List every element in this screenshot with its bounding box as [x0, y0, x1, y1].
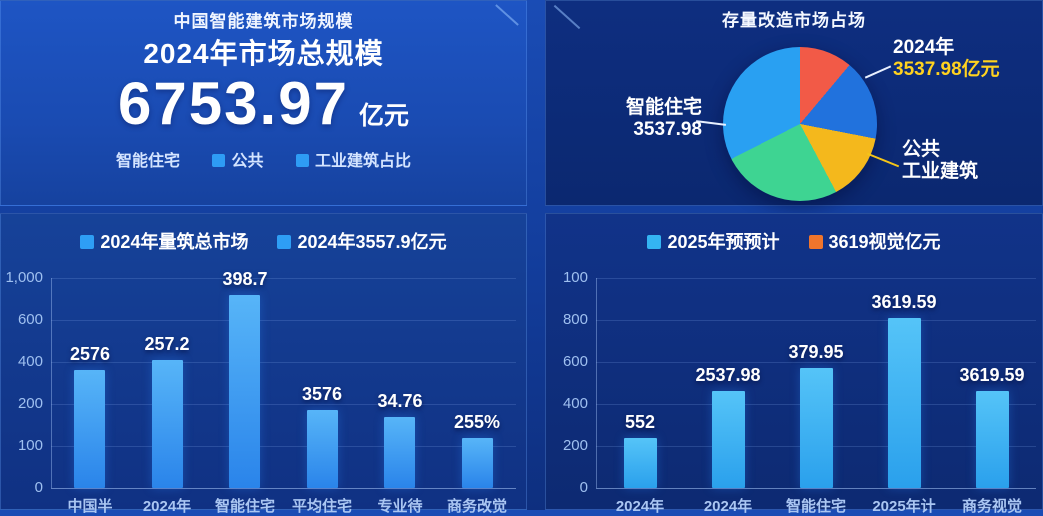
panel-title: 中国智能建筑市场规模	[173, 12, 354, 31]
gridline	[51, 278, 516, 279]
panel-bar-right: 2025年预预计 3619视觉亿元 100 800 600 400 200 0 552 202…	[545, 213, 1043, 515]
pie-chart	[723, 47, 877, 201]
x-axis-label: 商务改觉	[446, 498, 507, 515]
bar-value-label: 3576	[301, 384, 343, 404]
legend-swatch	[80, 235, 95, 249]
gridline	[51, 362, 516, 363]
y-axis-tick: 0	[34, 479, 43, 496]
y-axis-line	[51, 278, 52, 488]
bar-value-label: 379.95	[788, 342, 844, 362]
bar-value-label: 552	[624, 412, 656, 432]
bar	[74, 370, 105, 488]
legend-item: 3619视觉亿元	[808, 232, 941, 252]
legend-item: 2024年量筑总市场	[80, 232, 253, 252]
panel-subtitle: 2024年市场总规模	[143, 38, 384, 69]
panel-total-market: 中国智能建筑市场规模 2024年市场总规模 6753.97 亿元 智能住宅 公共 …	[0, 0, 527, 206]
total-value: 6753.97 亿元	[1, 69, 526, 138]
bar	[152, 360, 183, 488]
gridline	[596, 278, 1036, 279]
panel-renovation-pie: 存量改造市场占场 2024年 3537.98亿元 智能住宅 3537.98 公共…	[545, 0, 1043, 206]
total-legend: 智能住宅 公共 工业建筑占比	[1, 147, 526, 171]
legend-label: 智能住宅	[116, 153, 181, 170]
y-axis-tick: 100	[562, 269, 588, 286]
bar-left-legend: 2024年量筑总市场 2024年3557.9亿元	[1, 228, 526, 254]
bar-value-label: 255%	[453, 412, 501, 432]
legend-swatch	[212, 154, 226, 167]
legend-label: 2025年预预计	[667, 232, 780, 252]
legend-swatch	[295, 154, 309, 167]
pie-callout-label: 工业建筑	[902, 160, 979, 182]
y-axis-tick: 200	[17, 395, 43, 412]
panel-bar-left: 2024年量筑总市场 2024年3557.9亿元 1,000 600 400 200 1…	[0, 213, 527, 515]
legend-item: 公共	[212, 153, 267, 170]
bar	[888, 318, 921, 488]
legend-label: 公共	[231, 153, 264, 170]
legend-label: 2024年量筑总市场	[100, 232, 249, 252]
pie-callout-residential: 智能住宅 3537.98	[584, 97, 702, 141]
gridline	[51, 320, 516, 321]
bar	[384, 417, 415, 488]
pie-callout-label: 智能住宅	[625, 97, 702, 118]
bar-value-label: 2537.98	[695, 365, 761, 385]
bar-chart: 1,000 600 400 200 100 0 2576 中国半 257.2 2024年 398.7…	[1, 214, 526, 515]
total-value-number: 6753.97	[118, 70, 349, 137]
bar-right-legend: 2025年预预计 3619视觉亿元	[546, 228, 1042, 254]
y-axis-tick: 600	[562, 353, 588, 370]
gridline	[51, 488, 516, 489]
y-axis-tick: 200	[562, 437, 588, 454]
pie-callout-value: 3537.98	[633, 118, 702, 140]
bar	[229, 295, 260, 488]
total-value-unit: 亿元	[358, 102, 409, 130]
legend-swatch	[647, 235, 662, 249]
panel-title: 存量改造市场占场	[722, 11, 866, 30]
legend-item: 2024年3557.9亿元	[277, 232, 447, 252]
bar-value-label: 34.76	[377, 391, 423, 411]
y-axis-tick: 100	[17, 437, 43, 454]
bar	[712, 391, 745, 488]
pie-callout-2024: 2024年 3537.98亿元	[893, 37, 1000, 81]
pie-callout-line	[864, 65, 892, 79]
bar	[624, 438, 657, 488]
y-axis-tick: 1,000	[5, 269, 43, 286]
bar-chart: 100 800 600 400 200 0 552 2024年 2537.98 2024年 379.…	[546, 214, 1042, 515]
y-axis-line	[596, 278, 597, 488]
pie-callout-line	[866, 152, 900, 168]
legend-item: 智能住宅	[116, 153, 184, 170]
bar	[462, 438, 493, 488]
bar-value-label: 3619.59	[871, 292, 937, 312]
legend-swatch	[277, 235, 292, 249]
pie-callout-value: 3537.98亿元	[893, 58, 1000, 80]
legend-label: 2024年3557.9亿元	[297, 232, 447, 252]
legend-item: 工业建筑占比	[295, 153, 411, 170]
y-axis-tick: 800	[562, 311, 588, 328]
pie-callout-public-industrial: 公共 工业建筑	[902, 139, 978, 183]
gridline	[51, 446, 516, 447]
bar-value-label: 3619.59	[959, 365, 1025, 385]
pie-callout-label: 公共	[902, 139, 941, 160]
bar-value-label: 257.2	[144, 334, 190, 354]
y-axis-tick: 400	[562, 395, 588, 412]
y-axis-tick: 600	[17, 311, 43, 328]
y-axis-tick: 400	[17, 353, 43, 370]
y-axis-tick: 0	[579, 479, 588, 496]
legend-label: 3619视觉亿元	[828, 232, 941, 252]
bar	[800, 368, 833, 488]
bar-value-label: 2576	[69, 344, 111, 364]
bar	[307, 410, 338, 488]
gridline	[51, 404, 516, 405]
bar	[976, 391, 1009, 488]
pie-callout-label: 2024年	[893, 37, 955, 58]
legend-swatch	[808, 235, 823, 249]
legend-item: 2025年预预计	[647, 232, 784, 252]
gridline	[596, 488, 1036, 489]
legend-label: 工业建筑占比	[314, 153, 411, 170]
gridline	[596, 320, 1036, 321]
x-axis-label: 商务视觉	[961, 498, 1022, 515]
gridline	[596, 362, 1036, 363]
bar-value-label: 398.7	[222, 269, 268, 289]
